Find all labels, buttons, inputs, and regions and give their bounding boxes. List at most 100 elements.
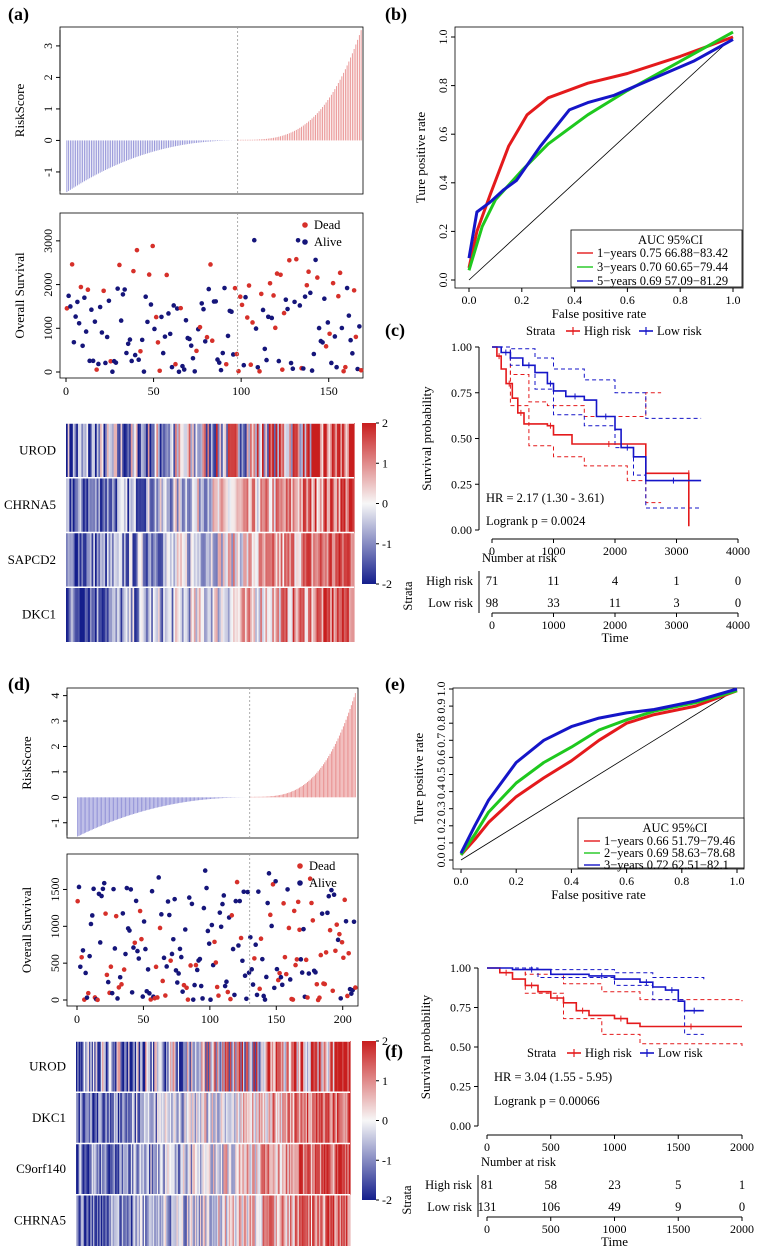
heatmap-cell <box>100 423 103 478</box>
heatmap-cell <box>297 587 301 642</box>
heatmap-cell <box>294 532 297 588</box>
heatmap-cell <box>325 1194 328 1246</box>
heatmap-cell <box>299 1143 302 1195</box>
alive-point <box>167 331 173 337</box>
heatmap-cell <box>201 1092 204 1144</box>
gene-label: UROD <box>19 442 56 457</box>
heatmap-cell <box>204 423 207 478</box>
heatmap-cell <box>102 1194 104 1246</box>
heatmap-cell <box>261 1041 264 1093</box>
heatmap-cell <box>219 1041 222 1093</box>
heatmap-cell <box>245 1194 248 1246</box>
heatmap-cell <box>258 1092 261 1144</box>
alive-point <box>244 996 249 1002</box>
heatmap-cell <box>196 1194 198 1246</box>
heatmap-cell <box>336 477 340 533</box>
heatmap-cell <box>180 1041 183 1093</box>
heatmap-cell <box>265 1194 268 1246</box>
heatmap-cell <box>150 1092 153 1144</box>
heatmap-cell <box>192 1092 195 1144</box>
heatmap-cell <box>314 423 318 478</box>
heatmap-cell <box>335 477 338 533</box>
heatmap-cell <box>274 1092 277 1144</box>
heatmap-cell <box>154 587 157 642</box>
heatmap-cell <box>291 1092 294 1144</box>
heatmap-cell <box>166 1194 168 1246</box>
heatmap-cell <box>103 1041 106 1093</box>
heatmap-cell <box>133 1143 136 1195</box>
heatmap-cell <box>318 1143 321 1195</box>
dead-point <box>244 315 250 320</box>
alive-point <box>299 970 305 975</box>
heatmap-cell <box>336 1092 339 1144</box>
heatmap-cell <box>151 587 154 642</box>
alive-point <box>156 875 162 880</box>
heatmap-cell <box>89 1092 91 1144</box>
heatmap-cell <box>129 587 132 642</box>
alive-point <box>131 945 136 950</box>
heatmap-cell <box>308 1092 311 1144</box>
heatmap-cell <box>283 1194 286 1246</box>
heatmap-cell <box>79 423 82 478</box>
heatmap-cell <box>309 1092 312 1144</box>
heatmap-cell <box>273 1092 275 1144</box>
heatmap-cell <box>276 1194 279 1246</box>
dead-point <box>160 978 165 984</box>
alive-point <box>222 285 227 291</box>
heatmap-cell <box>287 1092 290 1144</box>
dead-point <box>138 349 143 354</box>
heatmap-cell <box>89 1041 91 1093</box>
heatmap-cell <box>330 587 333 642</box>
heatmap-cell <box>331 1143 334 1195</box>
heatmap-cell <box>218 1092 221 1144</box>
heatmap-cell <box>106 423 110 478</box>
heatmap-cell <box>280 587 284 642</box>
km-time-axis-label: Time <box>601 1234 628 1249</box>
heatmap-cell <box>159 1194 162 1246</box>
heatmap-cell <box>336 1041 339 1093</box>
heatmap-cell <box>72 477 76 533</box>
heatmap-cell <box>125 1194 128 1246</box>
dead-point <box>281 901 286 906</box>
heatmap-cell <box>223 1194 226 1246</box>
heatmap-cell <box>240 1041 243 1093</box>
dead-point <box>137 908 143 914</box>
heatmap-cell <box>256 532 260 588</box>
alive-point <box>253 326 259 331</box>
heatmap-cell <box>338 1143 341 1195</box>
heatmap-cell <box>69 423 72 478</box>
heatmap-cell <box>126 1143 129 1195</box>
heatmap-cell <box>289 423 292 478</box>
heatmap-cell <box>266 1143 269 1195</box>
alive-point <box>325 320 331 325</box>
heatmap-cell <box>345 532 348 588</box>
heatmap-cell <box>340 477 343 533</box>
heatmap-cell <box>237 1041 240 1093</box>
heatmap-cell <box>136 1092 138 1144</box>
risk-table-value: 81 <box>481 1178 494 1192</box>
heatmap-cell <box>273 423 277 478</box>
alive-point <box>169 951 175 957</box>
heatmap-cell <box>147 1092 150 1144</box>
heatmap-cell <box>87 1143 90 1195</box>
heatmap-cell <box>166 587 169 642</box>
heatmap-cell <box>319 477 323 533</box>
alive-point <box>103 360 108 366</box>
heatmap-cell <box>137 1194 140 1246</box>
heatmap-cell <box>289 1092 292 1144</box>
heatmap-cell <box>135 587 139 642</box>
heatmap-cell <box>304 423 307 478</box>
heatmap-cell <box>319 1041 322 1093</box>
heatmap-cell <box>335 1092 338 1144</box>
heatmap-cell <box>246 1092 249 1144</box>
heatmap-cell <box>220 1092 223 1144</box>
heatmap-cell <box>79 587 82 642</box>
dead-point <box>150 243 155 249</box>
alive-point <box>100 886 106 892</box>
heatmap-cell <box>282 1194 285 1246</box>
km-x-tick-label: 1500 <box>666 1140 690 1154</box>
heatmap-cell <box>151 532 154 588</box>
heatmap-cell <box>207 1092 210 1144</box>
heatmap-cell <box>292 1041 295 1093</box>
heatmap-cell <box>299 532 302 588</box>
